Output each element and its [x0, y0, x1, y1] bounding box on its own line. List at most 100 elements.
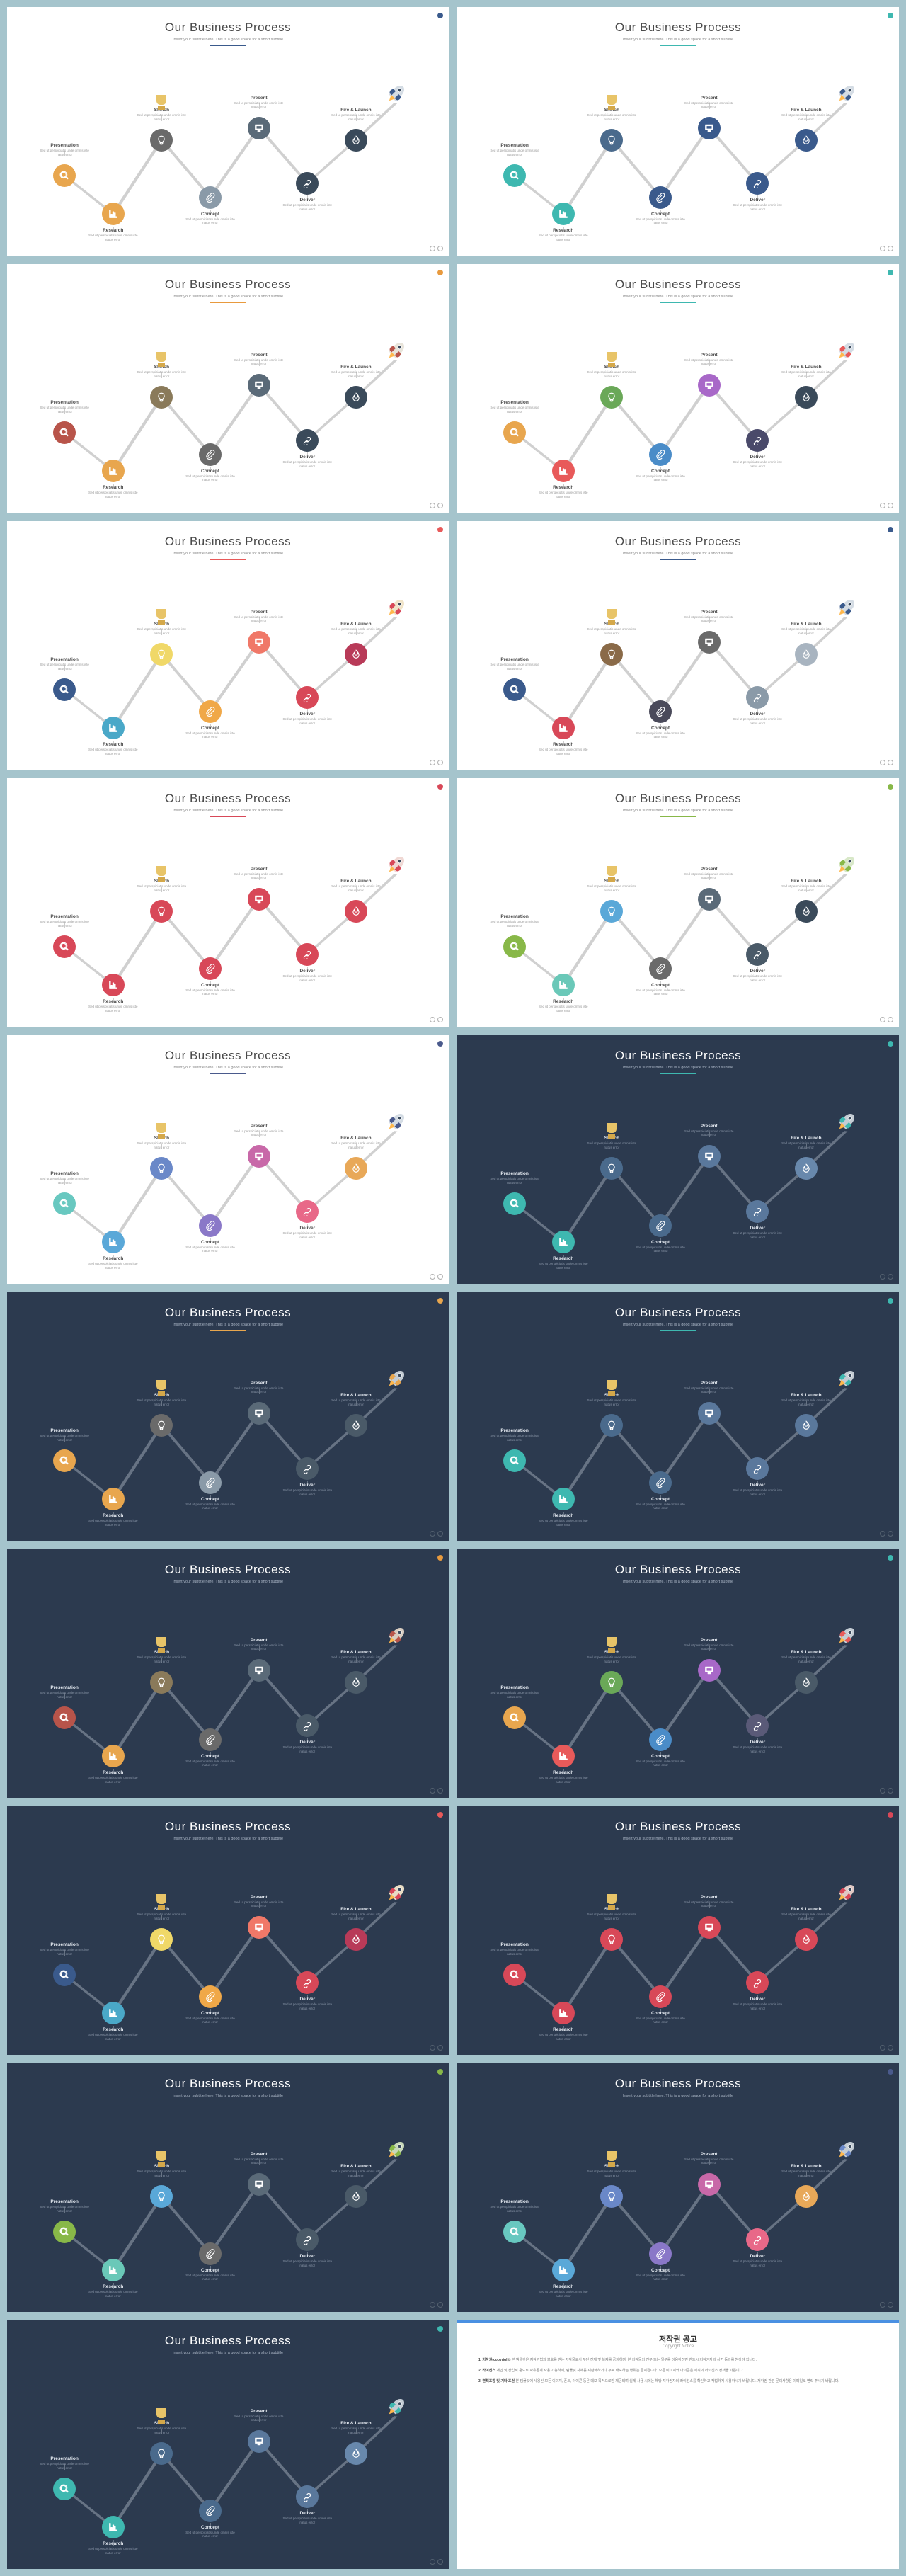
step-desc: Sed ut perspiciatis unde omnis iste natu…: [279, 1745, 336, 1754]
step-label-1: Research Sed ut perspiciatis unde omnis …: [535, 228, 592, 242]
nav-prev-icon[interactable]: [430, 246, 435, 251]
nav-prev-icon[interactable]: [880, 1274, 885, 1280]
nav-prev-icon[interactable]: [430, 2559, 435, 2565]
nav-next-icon[interactable]: [888, 760, 893, 765]
step-desc: Sed ut perspiciatis unde omnis iste natu…: [36, 920, 93, 928]
nav-next-icon[interactable]: [888, 1788, 893, 1794]
corner-badge-icon: [437, 527, 443, 532]
nav-next-icon[interactable]: [437, 1788, 443, 1794]
step-desc: Sed ut perspiciatis unde omnis iste natu…: [632, 2274, 689, 2282]
step-desc: Sed ut perspiciatis unde omnis iste natu…: [535, 2290, 592, 2298]
step-title: Research: [85, 1513, 142, 1518]
step-desc: Sed ut perspiciatis unde omnis iste natu…: [535, 234, 592, 242]
nav-next-icon[interactable]: [437, 2559, 443, 2565]
step-node-4: [698, 888, 721, 911]
title-area: Our Business Process Insert your subtitl…: [7, 2320, 449, 2359]
step-node-6: [795, 900, 818, 923]
nav-prev-icon[interactable]: [880, 246, 885, 251]
step-title: Concept: [182, 1240, 239, 1245]
step-desc: Sed ut perspiciatis unde omnis iste natu…: [85, 748, 142, 756]
nav-prev-icon[interactable]: [430, 1788, 435, 1794]
title-area: Our Business Process Insert your subtitl…: [457, 2063, 899, 2102]
nav-prev-icon[interactable]: [880, 760, 885, 765]
corner-badge-icon: [888, 270, 893, 275]
nav-next-icon[interactable]: [437, 503, 443, 508]
process-diagram: Presentation Sed ut perspiciatis unde om…: [457, 853, 899, 1007]
nav-next-icon[interactable]: [437, 1017, 443, 1022]
slide-title: Our Business Process: [7, 535, 449, 549]
nav-prev-icon[interactable]: [430, 1017, 435, 1022]
nav-prev-icon[interactable]: [880, 2302, 885, 2308]
nav-prev-icon[interactable]: [430, 760, 435, 765]
step-label-5: Deliver Sed ut perspiciatis unde omnis i…: [729, 1997, 786, 2011]
nav-next-icon[interactable]: [888, 246, 893, 251]
nav-next-icon[interactable]: [888, 1017, 893, 1022]
step-node-1: [552, 1488, 575, 1510]
nav-next-icon[interactable]: [437, 2302, 443, 2308]
step-label-6: Fire & Launch Sed ut perspiciatis unde o…: [778, 1907, 835, 1921]
nav-next-icon[interactable]: [437, 2045, 443, 2051]
step-label-1: Research Sed ut perspiciatis unde omnis …: [85, 1513, 142, 1527]
step-desc: Sed ut perspiciatis unde omnis iste natu…: [231, 1643, 287, 1652]
step-node-0: [503, 678, 526, 701]
step-label-4: Present Sed ut perspiciatis unde omnis i…: [681, 1381, 738, 1395]
nav-next-icon[interactable]: [888, 503, 893, 508]
step-title: Fire & Launch: [778, 1136, 835, 1141]
nav-next-icon[interactable]: [888, 2045, 893, 2051]
nav-prev-icon[interactable]: [880, 2045, 885, 2051]
nav-next-icon[interactable]: [888, 1274, 893, 1280]
step-node-4: [248, 1659, 270, 1682]
nav-prev-icon[interactable]: [880, 503, 885, 508]
step-desc: Sed ut perspiciatis unde omnis iste natu…: [328, 1913, 384, 1921]
step-desc: Sed ut perspiciatis unde omnis iste natu…: [535, 491, 592, 499]
step-desc: Sed ut perspiciatis unde omnis iste natu…: [328, 1655, 384, 1664]
nav-prev-icon[interactable]: [430, 2045, 435, 2051]
step-node-3: [649, 957, 672, 980]
slide-11: Our Business Process Insert your subtitl…: [457, 1292, 899, 1541]
step-node-3: [649, 443, 672, 466]
nav-next-icon[interactable]: [437, 760, 443, 765]
title-area: Our Business Process Insert your subtitl…: [457, 521, 899, 560]
title-underline: [210, 559, 246, 561]
slide-nav: [430, 2045, 443, 2051]
nav-next-icon[interactable]: [437, 246, 443, 251]
step-node-3: [199, 1471, 222, 1494]
nav-prev-icon[interactable]: [430, 1531, 435, 1537]
step-desc: Sed ut perspiciatis unde omnis iste natu…: [279, 974, 336, 983]
step-desc: Sed ut perspiciatis unde omnis iste natu…: [328, 1141, 384, 1150]
slide-subtitle: Insert your subtitle here. This is a goo…: [457, 552, 899, 556]
title-underline: [210, 2359, 246, 2360]
trophy-icon: [605, 866, 618, 883]
slide-6: Our Business Process Insert your subtitl…: [7, 778, 449, 1027]
step-node-6: [345, 1414, 367, 1437]
step-node-5: [296, 2228, 319, 2251]
slide-2: Our Business Process Insert your subtitl…: [7, 264, 449, 513]
copyright-title: 저작권 공고: [478, 2333, 878, 2344]
step-desc: Sed ut perspiciatis unde omnis iste natu…: [681, 2158, 738, 2166]
nav-next-icon[interactable]: [437, 1531, 443, 1537]
step-node-3: [199, 2242, 222, 2265]
nav-next-icon[interactable]: [437, 1274, 443, 1280]
step-desc: Sed ut perspiciatis unde omnis iste natu…: [182, 731, 239, 740]
nav-prev-icon[interactable]: [880, 1017, 885, 1022]
step-title: Fire & Launch: [778, 1393, 835, 1398]
step-node-3: [649, 1214, 672, 1237]
step-label-6: Fire & Launch Sed ut perspiciatis unde o…: [328, 1136, 384, 1150]
nav-next-icon[interactable]: [888, 2302, 893, 2308]
step-desc: Sed ut perspiciatis unde omnis iste natu…: [681, 101, 738, 110]
nav-prev-icon[interactable]: [880, 1531, 885, 1537]
nav-prev-icon[interactable]: [430, 503, 435, 508]
slide-nav: [880, 1788, 893, 1794]
step-title: Present: [681, 610, 738, 615]
title-underline: [210, 2102, 246, 2103]
nav-prev-icon[interactable]: [880, 1788, 885, 1794]
step-node-0: [503, 1964, 526, 1986]
step-node-3: [649, 186, 672, 209]
step-label-1: Research Sed ut perspiciatis unde omnis …: [85, 228, 142, 242]
nav-prev-icon[interactable]: [430, 1274, 435, 1280]
nav-next-icon[interactable]: [888, 1531, 893, 1537]
nav-prev-icon[interactable]: [430, 2302, 435, 2308]
step-node-2: [150, 1928, 173, 1951]
step-desc: Sed ut perspiciatis unde omnis iste natu…: [681, 615, 738, 624]
step-title: Deliver: [729, 2254, 786, 2259]
